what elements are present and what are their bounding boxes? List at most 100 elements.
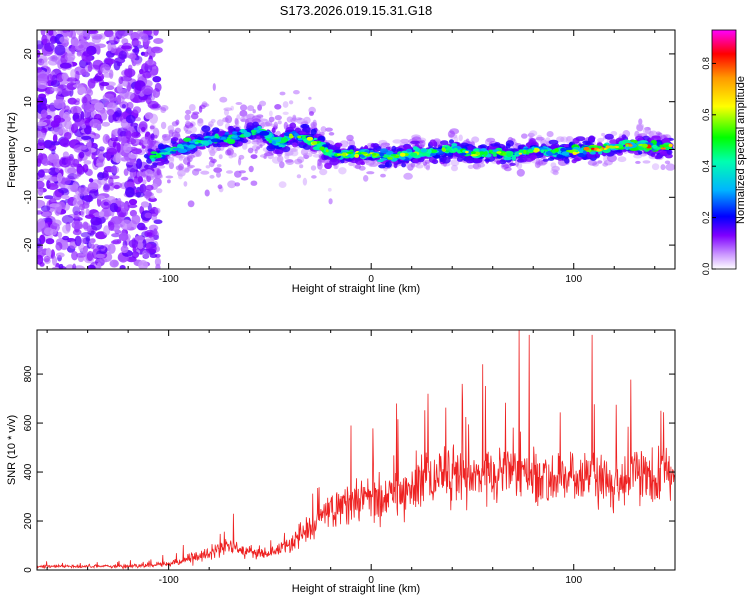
spectrogram-cell [169,151,177,154]
spectrogram-cell [294,158,303,165]
spectrogram-cell [150,164,158,168]
spectrogram-cell [187,144,197,149]
spectrogram-cell [87,64,93,73]
colorbar: 0.0 0.2 0.4 0.6 0.8 Normalized spectral ampl… [701,29,747,276]
spectrogram-cell [453,147,459,152]
spectrogram-cell [51,87,58,92]
spectrogram-cell [319,146,325,151]
spectrogram-cell [208,145,218,154]
spectrogram-cell [297,135,302,139]
spectrogram-cell [156,188,163,194]
spectrogram-cell [154,207,161,214]
spectrogram-cell [449,139,454,145]
spectrogram-cell [535,136,545,141]
spectrogram-cell [125,114,136,124]
spectrogram-cell [37,40,44,50]
spectrogram-cell [232,131,238,134]
spectrogram-cell [167,125,175,132]
spectrogram-cell [230,152,237,158]
colorbar-tick-label: 0.0 [701,263,711,276]
spectrogram-cell [638,118,643,125]
spectrogram-cell [334,149,342,153]
spectrogram-cell [88,178,94,183]
spectrogram-cell [349,154,356,158]
spectrogram-cell [114,95,125,104]
spectrogram-cell [37,254,44,265]
spectrogram-cell [188,104,196,111]
spectrogram-cell [131,251,140,259]
spectrogram-cell [652,144,658,149]
spectrogram-cell [131,237,136,249]
spectrogram-cell [111,233,121,238]
spectrogram-cell [62,30,68,33]
spectrogram-cell [155,263,161,269]
spectrogram-cell [263,152,274,157]
spectrogram-cell [324,162,332,169]
spectrogram-cell [279,91,286,96]
spectrogram-cell [131,40,142,46]
spectrogram-cell [167,179,171,184]
spectrogram-cell [119,265,126,269]
spectrogram-cell [143,51,149,57]
spectrogram-cell [83,248,88,256]
spectrogram-cell [346,134,354,142]
spectrogram-cell [190,113,199,120]
spectrogram-cell [43,255,50,263]
snr-x-tick-label: 100 [565,575,582,586]
spectrogram-cell [140,226,148,231]
spectrogram-cell [187,200,195,208]
spectrogram-cell [149,113,159,125]
spectrogram-cell [252,121,259,128]
spectrogram-cell [521,133,528,139]
spectrogram-cell [40,30,46,36]
spectrogram-cell [302,126,311,133]
spectrogram-x-label: Height of straight line (km) [292,283,420,295]
spectrogram-cell [665,163,675,171]
spectrogram-cell [310,165,317,171]
spectrogram-cell [636,123,645,129]
spectrogram-cell [97,171,105,181]
spectrogram-cell [37,186,44,196]
spectrogram-cell [550,144,558,149]
spectrogram-cell [212,143,219,148]
spectrogram-cell [85,208,90,216]
spectrogram-cell [44,42,55,52]
spectrogram-cell [144,229,156,238]
spectrogram-cell [83,195,92,202]
spectrogram-cell [123,168,129,176]
spectrogram-cell [465,150,469,154]
spectrogram-cell [116,142,121,153]
spectrogram-cell [171,121,179,127]
spectrogram-cell [59,266,67,269]
spectrogram-cell [91,153,96,160]
spectrogram-cell [254,148,258,154]
spectrogram-cell [120,219,133,231]
spectrogram-cell [152,76,162,83]
spectrogram-cell [379,158,388,161]
spectrogram-cell [80,237,86,245]
spectrogram-cell [561,151,570,156]
spectrogram-cell [235,102,243,105]
spectrogram-cell [161,133,171,141]
spectrogram-cell [37,142,46,151]
spectrogram-cell [72,112,83,123]
spectrogram-cell [467,164,474,169]
spectrogram-cell [127,204,138,209]
spectrogram-cell [254,114,264,120]
spectrogram-cell [81,135,92,140]
spectrogram-cell [401,139,409,145]
spectrogram-cell [212,83,216,91]
spectrogram-cell [280,137,288,143]
colorbar-tick-label: 0.6 [701,109,711,122]
spectrogram-cell [300,148,309,156]
figure-title: S173.2026.019.15.31.G18 [280,3,433,18]
spectrogram-cell [659,144,670,147]
spectrogram-cell [227,180,237,189]
spectrogram-cell [399,152,406,157]
spectrogram-cell [319,168,328,176]
spectrogram-cell [51,255,58,266]
spectrogram-cell [86,139,92,150]
spectrogram-cell [325,149,329,153]
spectrogram-cell [534,161,541,169]
spectrogram-cell [628,144,633,147]
